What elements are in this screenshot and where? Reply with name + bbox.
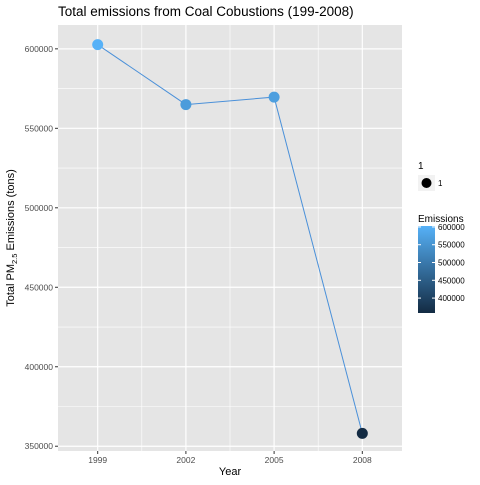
color-legend-bar	[418, 226, 435, 313]
y-tick-label: 450000	[25, 282, 54, 292]
data-point	[268, 91, 280, 103]
series-line	[97, 44, 363, 434]
color-legend-label: 450000	[438, 276, 465, 285]
color-legend-title: Emissions	[418, 214, 464, 225]
y-axis-title-part: Emissions (tons)	[5, 169, 17, 253]
color-legend-label: 550000	[438, 241, 465, 250]
size-legend-title: 1	[418, 161, 424, 172]
y-axis-title-subscript: 2.5	[10, 254, 19, 264]
x-axis-title: Year	[219, 466, 242, 478]
size-legend-key	[421, 178, 432, 188]
y-tick-label: 350000	[25, 441, 54, 451]
y-axis-title: Total PM2.5 Emissions (tons)	[5, 169, 19, 307]
y-tick-label: 400000	[25, 362, 54, 372]
color-legend-label: 500000	[438, 259, 465, 268]
color-legend-label: 600000	[438, 223, 465, 232]
color-legend-label: 400000	[438, 294, 465, 303]
chart-title: Total emissions from Coal Cobustions (19…	[58, 4, 354, 19]
size-legend-label: 1	[438, 179, 443, 188]
x-tick-label: 1999	[88, 455, 107, 465]
y-tick-label: 600000	[25, 44, 54, 54]
y-tick-label: 500000	[25, 203, 54, 213]
x-tick-label: 2005	[265, 455, 284, 465]
data-point	[180, 99, 192, 111]
y-tick-label: 550000	[25, 123, 54, 133]
y-axis-title-part: Total PM	[5, 264, 17, 307]
x-tick-label: 2008	[353, 455, 372, 465]
data-point	[356, 427, 368, 439]
data-point	[92, 39, 104, 51]
x-tick-label: 2002	[176, 455, 195, 465]
